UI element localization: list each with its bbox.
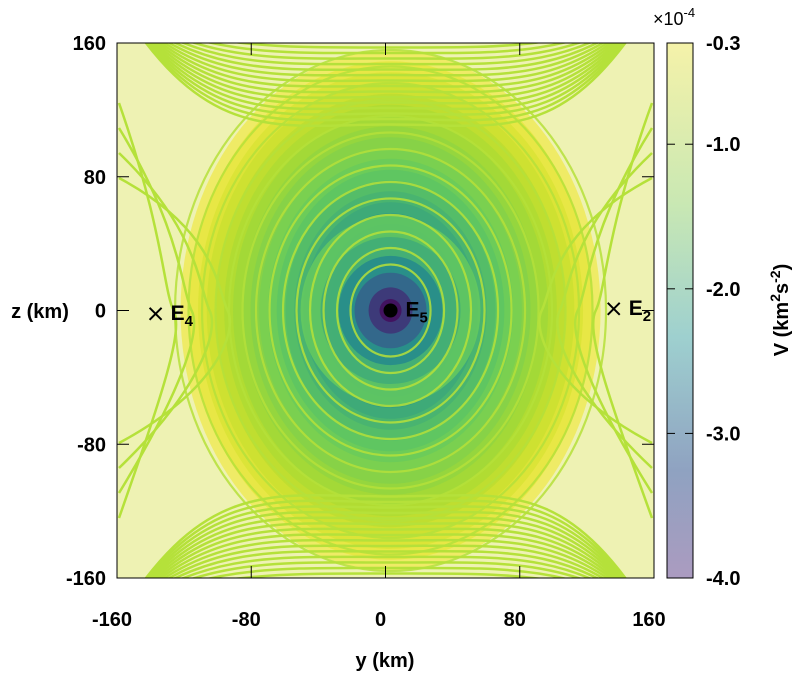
colorbar-tick-label: -3.0 [706,423,740,445]
contour-line [144,493,627,578]
heatmap-layer [180,50,601,571]
contour-line [155,527,616,578]
point-marker [383,303,398,318]
contour-line [574,127,654,494]
contour-line [151,516,621,578]
contour-line [187,65,594,556]
contour-line [172,549,600,578]
y-tick-label: -80 [77,434,106,456]
contour-line [167,544,605,578]
plot-area [116,42,655,579]
contour-line [227,114,554,507]
colorbar-multiplier: ×10-4 [653,5,695,29]
y-tick-label: -160 [66,568,106,590]
colorbar-tick-label: -1.0 [706,134,740,156]
point-e5: E5 [383,299,428,327]
contour-line [233,572,543,578]
x-axis-label: y (km) [356,650,415,672]
colorbar: -0.3 -1.0 -2.0 -3.0 -4.0 ×10-4 V (km2s-2) [653,5,793,590]
contour-line [206,566,568,578]
contour-line [117,127,196,494]
contour-line [118,152,214,469]
y-axis-label: z (km) [11,301,69,323]
contour-line [147,505,625,578]
contour-line [241,131,540,490]
contour-line [147,43,625,116]
contour-line [538,176,653,445]
contour-line [117,102,178,519]
colorbar-gradient [666,42,694,579]
x-tick-label: -80 [232,609,261,631]
x-tick-label: 80 [504,609,526,631]
x-tick-label: 0 [375,609,386,631]
contour-line [295,197,486,424]
y-axis: -160 -80 0 80 160 [66,33,654,590]
contour-line [153,43,619,100]
contour-line [118,176,232,445]
contour-line [162,538,610,578]
point-e2: E2 [607,297,651,325]
contour-line [233,43,543,49]
colorbar-ticks: -0.3 -1.0 -2.0 -3.0 -4.0 [667,33,740,590]
x-tick-label: 160 [632,609,665,631]
equilibrium-points: E4 E5 E2 [148,297,651,330]
y-tick-label: 0 [95,301,106,323]
contour-line [172,43,600,72]
contour-line [167,43,605,77]
contour-line [214,98,567,523]
contour-line [149,43,623,111]
point-label: E2 [629,297,651,325]
contour-line [158,43,613,88]
point-e4: E4 [148,302,194,330]
contour-line [308,213,473,408]
contour-line [149,510,623,578]
contour-line [326,577,454,578]
point-label: E4 [171,302,194,330]
colorbar-tick-label: -4.0 [706,568,740,590]
colorbar-tick-label: -2.0 [706,279,740,301]
contour-line [145,499,626,578]
contour-line [556,152,653,469]
contour-line [145,43,626,122]
contour-line [326,43,454,44]
contour-line [162,43,610,83]
contour-line [173,48,608,573]
point-marker [148,307,163,321]
contour-layer [117,43,654,578]
contour-line [180,555,593,578]
y-tick-label: 80 [84,167,106,189]
contour-line [153,521,619,578]
contour-line [155,43,616,94]
point-marker [607,302,621,316]
y-tick-label: 160 [73,33,106,55]
contour-line [349,263,432,358]
contour-line [144,43,627,128]
contour-line [180,43,593,66]
x-tick-label: -160 [92,609,132,631]
contour-line [335,246,446,375]
contour-line [206,43,568,55]
contour-line [151,43,621,105]
contour-line [268,164,513,457]
contour-line [592,102,654,519]
contour-line [281,180,500,441]
colorbar-tick-label: -0.3 [706,33,740,55]
contour-line [322,230,459,391]
point-label: E5 [406,299,428,327]
contour-line [158,533,613,578]
colorbar-label: V (km2s-2) [767,264,793,357]
x-axis: -160 -80 0 80 160 [92,43,666,631]
contour-line [254,147,527,474]
